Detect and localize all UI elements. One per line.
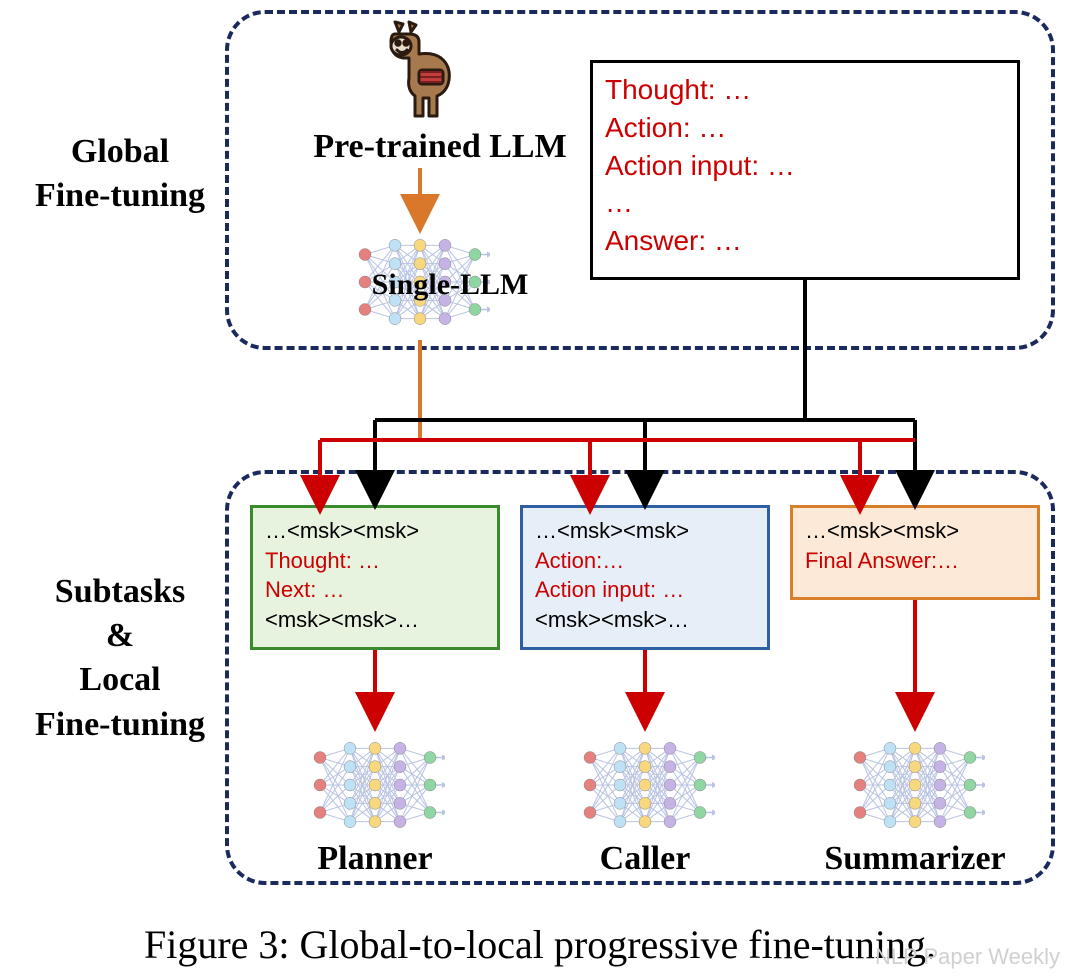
llama-icon bbox=[375, 20, 465, 130]
summarizer-label: Summarizer bbox=[785, 840, 1045, 878]
planner-line-0: …<msk><msk> bbox=[265, 516, 485, 546]
caller-line-3: <msk><msk>… bbox=[535, 605, 755, 635]
prompt-line-2: Action input: … bbox=[605, 147, 1005, 185]
prompt-line-1: Action: … bbox=[605, 109, 1005, 147]
planner-line-3: <msk><msk>… bbox=[265, 605, 485, 635]
planner-line-1: Thought: … bbox=[265, 546, 485, 576]
prompt-line-3: … bbox=[605, 184, 1005, 222]
planner-nn-icon bbox=[305, 725, 445, 845]
watermark: NLP Paper Weekly bbox=[875, 944, 1060, 970]
global-prompt-box: Thought: … Action: … Action input: … … A… bbox=[590, 60, 1020, 280]
global-label-line1: GlobalFine-tuning bbox=[35, 133, 205, 214]
caller-line-0: …<msk><msk> bbox=[535, 516, 755, 546]
caller-nn-icon bbox=[575, 725, 715, 845]
planner-box: …<msk><msk> Thought: … Next: … <msk><msk… bbox=[250, 505, 500, 650]
pretrained-llm-label: Pre-trained LLM bbox=[290, 128, 590, 166]
summarizer-nn-icon bbox=[845, 725, 985, 845]
planner-label: Planner bbox=[245, 840, 505, 878]
prompt-line-4: Answer: … bbox=[605, 222, 1005, 260]
single-llm-label: Single-LLM bbox=[330, 268, 570, 302]
summarizer-line-1: Final Answer:… bbox=[805, 546, 1025, 576]
caller-label: Caller bbox=[515, 840, 775, 878]
figure-canvas: GlobalFine-tuning Subtasks&LocalFine-tun… bbox=[20, 10, 1060, 930]
caller-box: …<msk><msk> Action:… Action input: … <ms… bbox=[520, 505, 770, 650]
local-label-text: Subtasks&LocalFine-tuning bbox=[35, 573, 205, 743]
caller-line-2: Action input: … bbox=[535, 575, 755, 605]
local-label: Subtasks&LocalFine-tuning bbox=[20, 570, 220, 747]
summarizer-box: …<msk><msk> Final Answer:… bbox=[790, 505, 1040, 600]
prompt-line-0: Thought: … bbox=[605, 71, 1005, 109]
global-label: GlobalFine-tuning bbox=[20, 130, 220, 218]
planner-line-2: Next: … bbox=[265, 575, 485, 605]
caller-line-1: Action:… bbox=[535, 546, 755, 576]
summarizer-line-0: …<msk><msk> bbox=[805, 516, 1025, 546]
